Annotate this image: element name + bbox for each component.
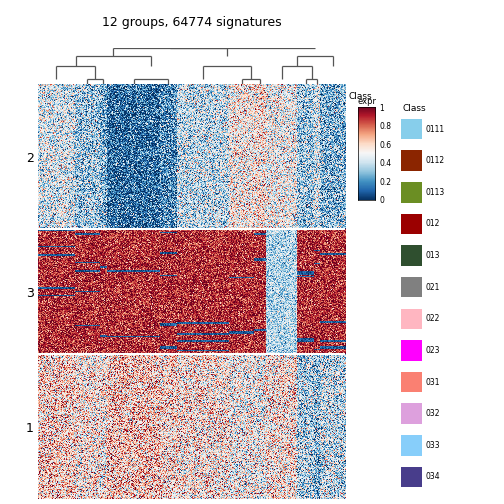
Text: 023: 023: [425, 346, 440, 355]
Bar: [267, 91, 297, 102]
Bar: [314, 91, 321, 102]
Text: Class: Class: [403, 104, 426, 113]
Text: 033: 033: [425, 440, 440, 450]
Bar: [297, 91, 314, 102]
Bar: [401, 403, 422, 424]
Bar: [107, 91, 160, 102]
Bar: [401, 435, 422, 456]
Text: 022: 022: [425, 314, 440, 323]
Text: 0113: 0113: [425, 188, 445, 197]
Bar: [401, 245, 422, 266]
Text: 031: 031: [425, 377, 440, 387]
Text: Class: Class: [348, 92, 372, 101]
Bar: [401, 372, 422, 392]
Bar: [401, 151, 422, 171]
Bar: [321, 91, 345, 102]
Bar: [100, 91, 107, 102]
Text: 034: 034: [425, 472, 440, 481]
Text: 021: 021: [425, 283, 440, 292]
Bar: [38, 91, 75, 102]
Bar: [401, 467, 422, 487]
Text: 013: 013: [425, 251, 440, 260]
Bar: [177, 91, 229, 102]
Text: 012: 012: [425, 219, 440, 228]
Text: 0112: 0112: [425, 156, 445, 165]
Bar: [229, 91, 254, 102]
Bar: [401, 308, 422, 329]
Bar: [401, 277, 422, 297]
Text: 0111: 0111: [425, 124, 445, 134]
Bar: [401, 182, 422, 203]
Bar: [254, 91, 267, 102]
Text: 032: 032: [425, 409, 440, 418]
Bar: [401, 214, 422, 234]
Bar: [401, 340, 422, 361]
Bar: [160, 91, 177, 102]
Title: expr: expr: [357, 97, 376, 106]
Bar: [75, 91, 100, 102]
Text: 12 groups, 64774 signatures: 12 groups, 64774 signatures: [102, 16, 281, 29]
Bar: [401, 119, 422, 140]
